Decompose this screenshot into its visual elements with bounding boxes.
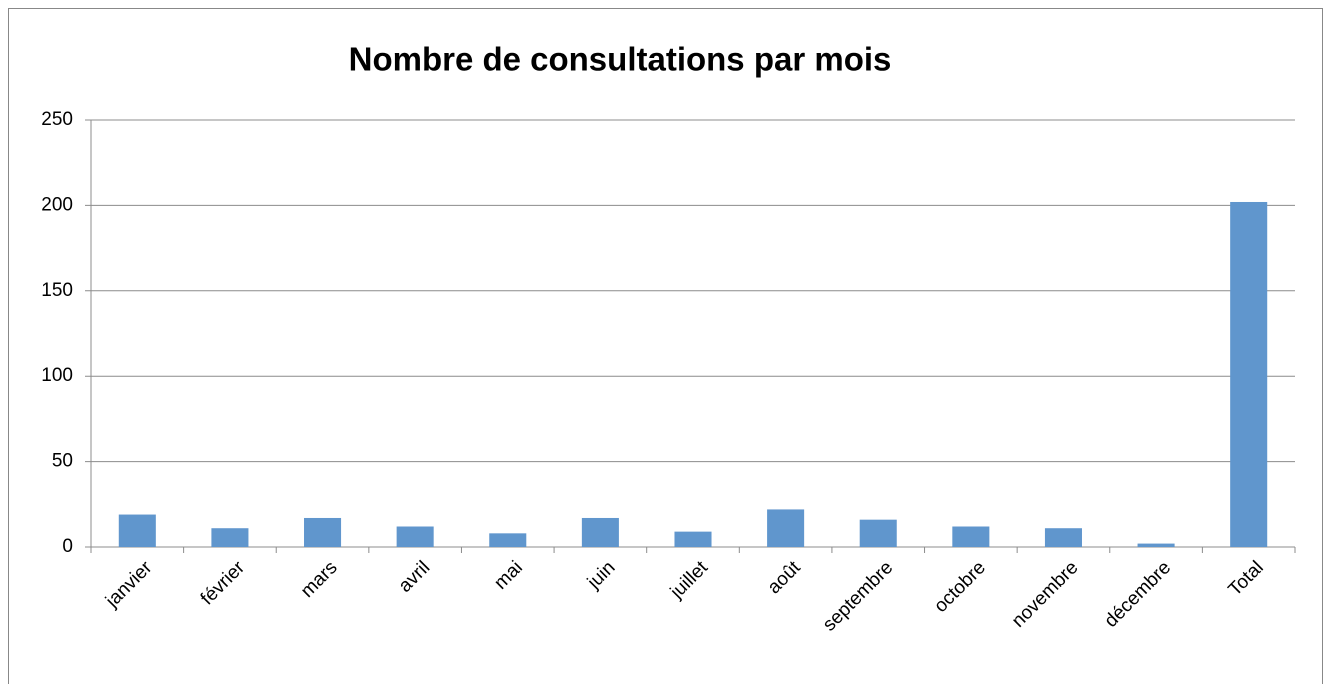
bar xyxy=(396,526,434,547)
y-tick-label: 200 xyxy=(41,194,73,215)
chart-frame xyxy=(8,8,1323,684)
bar xyxy=(674,531,712,547)
bar xyxy=(489,533,527,547)
x-tick-label: août xyxy=(764,557,806,599)
bar xyxy=(859,519,897,547)
x-tick-label: janvier xyxy=(101,557,157,613)
x-tick-label: juin xyxy=(583,557,619,593)
y-tick-label: 100 xyxy=(41,365,73,386)
x-tick-label: mars xyxy=(297,557,342,602)
x-tick-label: novembre xyxy=(1008,557,1083,632)
bar xyxy=(581,517,619,547)
x-tick-label: juillet xyxy=(666,557,713,604)
y-tick-label: 150 xyxy=(41,280,73,301)
bar xyxy=(211,528,249,547)
bar xyxy=(1044,528,1082,547)
x-tick-label: décembre xyxy=(1101,557,1176,632)
bar xyxy=(118,514,156,547)
x-tick-label: mai xyxy=(490,557,527,594)
bar xyxy=(1230,201,1268,547)
y-tick-label: 50 xyxy=(52,451,73,472)
bar xyxy=(767,509,805,547)
y-tick-label: 250 xyxy=(41,109,73,130)
x-tick-label: Total xyxy=(1225,557,1268,600)
x-tick-label: avril xyxy=(395,557,434,596)
chart-title: Nombre de consultations par mois xyxy=(349,41,892,78)
bar xyxy=(952,526,990,547)
y-tick-label: 0 xyxy=(62,536,73,557)
x-tick-label: octobre xyxy=(930,557,990,617)
bar xyxy=(304,517,342,547)
bar xyxy=(1137,543,1175,547)
x-tick-label: septembre xyxy=(819,557,897,635)
x-tick-label: février xyxy=(197,557,250,610)
